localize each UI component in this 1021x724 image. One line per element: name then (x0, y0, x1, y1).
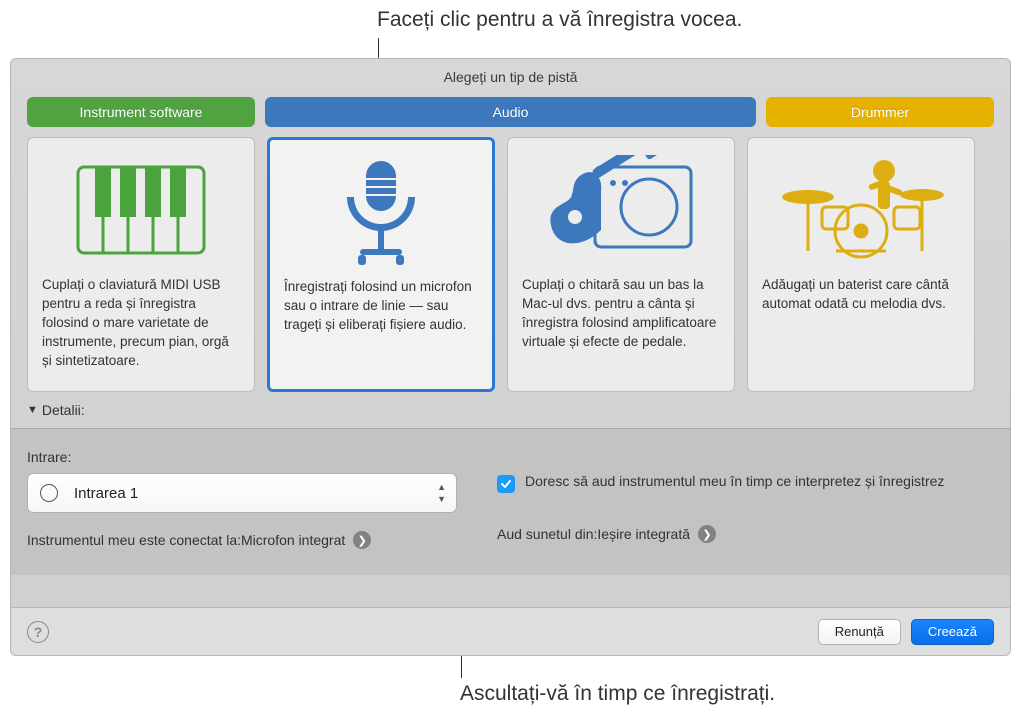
microphone-icon (284, 152, 478, 272)
input-channel-icon (40, 484, 58, 502)
callout-bottom-text: Ascultați-vă în timp ce înregistrați. (460, 682, 775, 705)
checkbox-checked-icon (497, 475, 515, 493)
tab-audio-label: Audio (493, 104, 529, 120)
callout-top: Faceți clic pentru a vă înregistra vocea… (377, 8, 742, 32)
new-track-panel: Alegeți un tip de pistă Instrument softw… (10, 58, 1011, 656)
card-mic-text: Înregistrați folosind un microfon sau o … (284, 278, 478, 335)
input-device-value: Microfon integrat (241, 532, 345, 548)
updown-stepper-icon: ▲▼ (437, 482, 446, 504)
callout-top-text: Faceți clic pentru a vă înregistra vocea… (377, 8, 742, 31)
tab-bar: Instrument software Audio Drummer (11, 97, 1010, 127)
card-software-text: Cuplați o claviatură MIDI USB pentru a r… (42, 276, 240, 370)
create-button[interactable]: Creează (911, 619, 994, 645)
details-disclosure[interactable]: ▼ Detalii: (11, 392, 1010, 422)
tab-drummer[interactable]: Drummer (766, 97, 994, 127)
input-column: Intrare: Intrarea 1 ▲▼ Instrumentul meu … (27, 449, 457, 549)
arrow-right-icon: ❯ (353, 531, 371, 549)
output-device-link[interactable]: Aud sunetul din: Ieșire integrată ❯ (497, 525, 994, 543)
input-device-link[interactable]: Instrumentul meu este conectat la: Micro… (27, 531, 457, 549)
keyboard-icon (42, 150, 240, 270)
chevron-down-icon: ▼ (27, 404, 38, 416)
panel-title: Alegeți un tip de pistă (11, 59, 1010, 89)
output-device-prefix: Aud sunetul din: (497, 526, 597, 542)
tab-drummer-label: Drummer (851, 104, 909, 120)
help-button[interactable]: ? (27, 621, 49, 643)
details-area: Intrare: Intrarea 1 ▲▼ Instrumentul meu … (11, 428, 1010, 575)
input-select-value: Intrarea 1 (74, 485, 138, 502)
card-audio-mic[interactable]: Înregistrați folosind un microfon sau o … (267, 137, 495, 392)
tab-software-label: Instrument software (80, 104, 203, 120)
input-label: Intrare: (27, 449, 457, 465)
arrow-right-icon: ❯ (698, 525, 716, 543)
input-device-prefix: Instrumentul meu este conectat la: (27, 532, 241, 548)
cancel-button-label: Renunță (835, 624, 884, 639)
card-software-instrument[interactable]: Cuplați o claviatură MIDI USB pentru a r… (27, 137, 255, 392)
tab-software[interactable]: Instrument software (27, 97, 255, 127)
details-label: Detalii: (42, 402, 85, 418)
input-select[interactable]: Intrarea 1 ▲▼ (27, 473, 457, 513)
cancel-button[interactable]: Renunță (818, 619, 901, 645)
create-button-label: Creează (928, 624, 977, 639)
track-type-cards: Cuplați o claviatură MIDI USB pentru a r… (11, 127, 1010, 392)
output-device-value: Ieșire integrată (597, 526, 690, 542)
card-drummer[interactable]: Adăugați un baterist care cântă automat … (747, 137, 975, 392)
card-guitar-text: Cuplați o chitară sau un bas la Mac-ul d… (522, 276, 720, 352)
callout-bottom: Ascultați-vă în timp ce înregistrați. (460, 682, 775, 706)
card-audio-guitar[interactable]: Cuplați o chitară sau un bas la Mac-ul d… (507, 137, 735, 392)
monitor-column: Doresc să aud instrumentul meu în timp c… (497, 449, 994, 549)
card-drummer-text: Adăugați un baterist care cântă automat … (762, 276, 960, 314)
drummer-icon (762, 150, 960, 270)
dialog-footer: ? Renunță Creează (11, 607, 1010, 655)
tab-audio[interactable]: Audio (265, 97, 756, 127)
monitor-checkbox[interactable]: Doresc să aud instrumentul meu în timp c… (497, 473, 994, 493)
monitor-checkbox-label: Doresc să aud instrumentul meu în timp c… (525, 473, 944, 489)
guitar-amp-icon (522, 150, 720, 270)
